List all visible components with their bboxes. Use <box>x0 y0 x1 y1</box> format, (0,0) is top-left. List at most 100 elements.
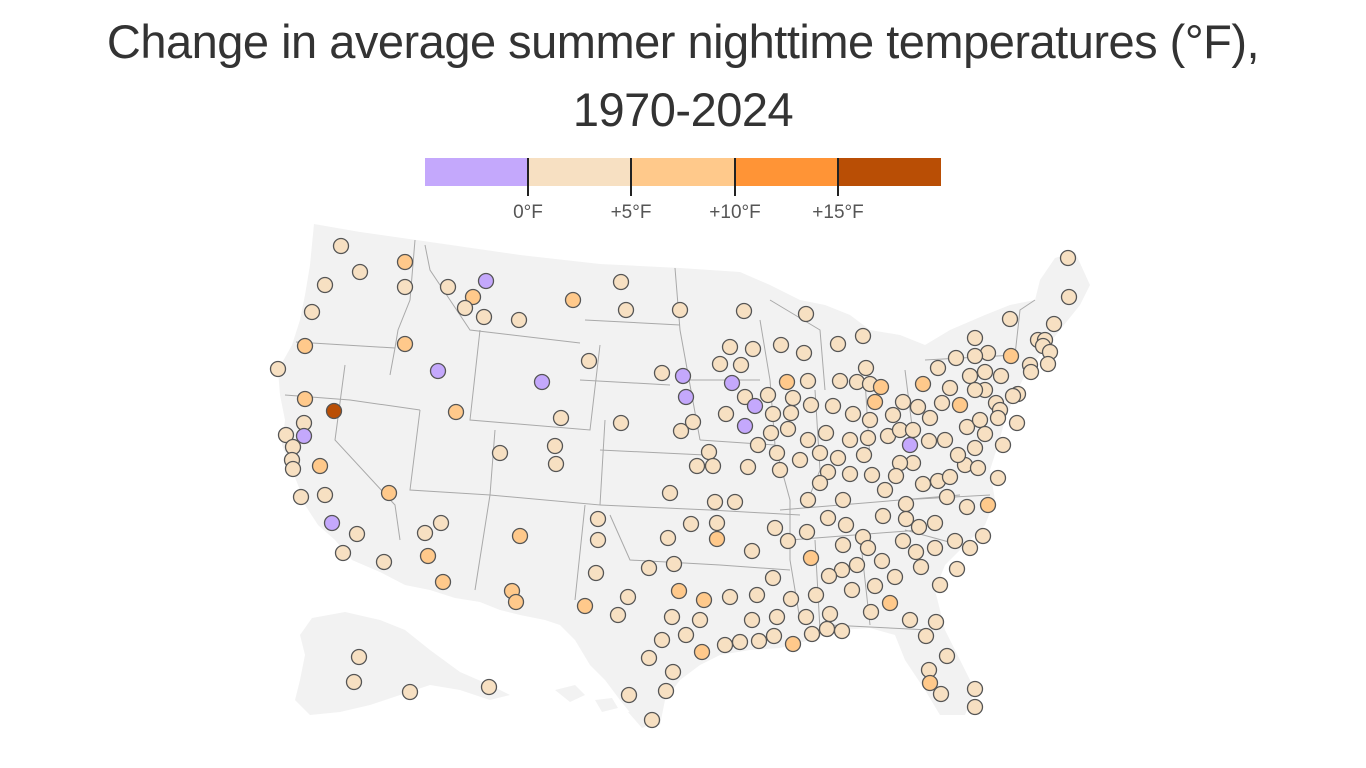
station-marker[interactable] <box>966 680 984 698</box>
station-marker[interactable] <box>334 544 352 562</box>
station-marker[interactable] <box>684 413 702 431</box>
station-marker[interactable] <box>671 301 689 319</box>
station-marker[interactable] <box>887 467 905 485</box>
station-marker[interactable] <box>958 418 976 436</box>
station-marker[interactable] <box>429 362 447 380</box>
station-marker[interactable] <box>396 278 414 296</box>
station-marker[interactable] <box>881 594 899 612</box>
station-marker[interactable] <box>1060 288 1078 306</box>
station-marker[interactable] <box>721 588 739 606</box>
station-marker[interactable] <box>920 432 938 450</box>
station-marker[interactable] <box>419 547 437 565</box>
station-marker[interactable] <box>759 386 777 404</box>
station-marker[interactable] <box>821 605 839 623</box>
station-marker[interactable] <box>941 468 959 486</box>
station-marker[interactable] <box>946 532 964 550</box>
station-marker[interactable] <box>795 344 813 362</box>
station-marker[interactable] <box>951 396 969 414</box>
station-marker[interactable] <box>665 555 683 573</box>
station-marker[interactable] <box>897 495 915 513</box>
station-marker[interactable] <box>807 586 825 604</box>
station-marker[interactable] <box>1004 387 1022 405</box>
station-marker[interactable] <box>976 363 994 381</box>
station-marker[interactable] <box>1059 249 1077 267</box>
station-marker[interactable] <box>857 359 875 377</box>
station-marker[interactable] <box>859 429 877 447</box>
station-marker[interactable] <box>949 446 967 464</box>
station-marker[interactable] <box>979 496 997 514</box>
station-marker[interactable] <box>901 611 919 629</box>
station-marker[interactable] <box>507 593 525 611</box>
station-marker[interactable] <box>817 424 835 442</box>
station-marker[interactable] <box>456 299 474 317</box>
station-marker[interactable] <box>375 553 393 571</box>
station-marker[interactable] <box>771 461 789 479</box>
station-marker[interactable] <box>848 556 866 574</box>
station-marker[interactable] <box>576 597 594 615</box>
station-marker[interactable] <box>819 463 837 481</box>
station-marker[interactable] <box>894 532 912 550</box>
station-marker[interactable] <box>744 340 762 358</box>
station-marker[interactable] <box>961 539 979 557</box>
station-marker[interactable] <box>974 527 992 545</box>
station-marker[interactable] <box>303 303 321 321</box>
station-marker[interactable] <box>311 457 329 475</box>
station-marker[interactable] <box>927 613 945 631</box>
station-marker[interactable] <box>731 633 749 651</box>
station-marker[interactable] <box>546 437 564 455</box>
station-marker[interactable] <box>958 498 976 516</box>
station-marker[interactable] <box>818 620 836 638</box>
station-marker[interactable] <box>717 405 735 423</box>
station-marker[interactable] <box>797 608 815 626</box>
station-marker[interactable] <box>859 539 877 557</box>
station-marker[interactable] <box>819 509 837 527</box>
station-marker[interactable] <box>292 488 310 506</box>
station-marker[interactable] <box>700 443 718 461</box>
station-marker[interactable] <box>416 524 434 542</box>
station-marker[interactable] <box>886 568 904 586</box>
station-marker[interactable] <box>824 397 842 415</box>
station-marker[interactable] <box>782 404 800 422</box>
station-marker[interactable] <box>803 625 821 643</box>
station-marker[interactable] <box>976 425 994 443</box>
station-marker[interactable] <box>829 449 847 467</box>
station-marker[interactable] <box>659 529 677 547</box>
station-marker[interactable] <box>941 379 959 397</box>
station-marker[interactable] <box>802 396 820 414</box>
station-marker[interactable] <box>914 475 932 493</box>
station-marker[interactable] <box>912 558 930 576</box>
station-marker[interactable] <box>866 393 884 411</box>
station-marker[interactable] <box>708 514 726 532</box>
station-marker[interactable] <box>477 272 495 290</box>
station-marker[interactable] <box>708 530 726 548</box>
station-marker[interactable] <box>693 643 711 661</box>
station-marker[interactable] <box>653 631 671 649</box>
station-marker[interactable] <box>921 674 939 692</box>
station-marker[interactable] <box>791 451 809 469</box>
station-marker[interactable] <box>855 446 873 464</box>
station-marker[interactable] <box>861 411 879 429</box>
station-marker[interactable] <box>947 349 965 367</box>
station-marker[interactable] <box>589 531 607 549</box>
station-marker[interactable] <box>677 388 695 406</box>
station-marker[interactable] <box>325 402 343 420</box>
station-marker[interactable] <box>695 591 713 609</box>
station-marker[interactable] <box>914 375 932 393</box>
station-marker[interactable] <box>672 422 690 440</box>
station-marker[interactable] <box>510 311 528 329</box>
station-marker[interactable] <box>434 573 452 591</box>
station-marker[interactable] <box>938 488 956 506</box>
station-marker[interactable] <box>491 444 509 462</box>
station-marker[interactable] <box>617 301 635 319</box>
station-marker[interactable] <box>966 698 984 716</box>
station-marker[interactable] <box>797 305 815 323</box>
station-marker[interactable] <box>480 678 498 696</box>
station-marker[interactable] <box>295 427 313 445</box>
station-marker[interactable] <box>971 411 989 429</box>
station-marker[interactable] <box>764 405 782 423</box>
station-marker[interactable] <box>966 439 984 457</box>
station-marker[interactable] <box>841 431 859 449</box>
station-marker[interactable] <box>1002 347 1020 365</box>
station-marker[interactable] <box>829 335 847 353</box>
station-marker[interactable] <box>401 683 419 701</box>
